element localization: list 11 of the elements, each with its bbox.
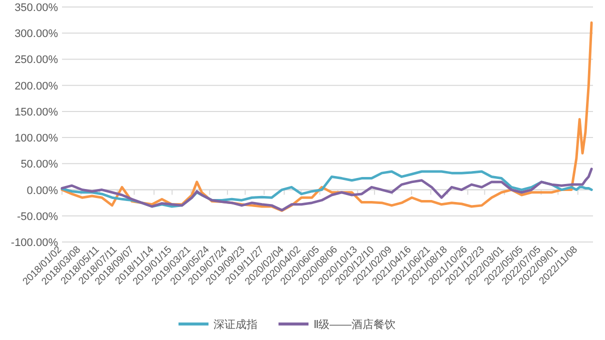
y-tick-label: 150.00% (14, 106, 58, 118)
y-tick-label: 50.00% (20, 158, 58, 171)
y-tick-label: 200.00% (14, 80, 58, 92)
legend-label: 深证成指 (214, 318, 258, 331)
y-tick-label: 100.00% (14, 132, 58, 145)
y-tick-label: 350.00% (14, 2, 58, 14)
legend-label: Ⅱ级——酒店餐饮 (314, 318, 396, 331)
y-tick-label: -50.00% (17, 210, 58, 223)
y-tick-label: 300.00% (14, 28, 58, 40)
y-tick-label: 250.00% (14, 54, 58, 66)
y-tick-label: 0.00% (26, 184, 58, 197)
